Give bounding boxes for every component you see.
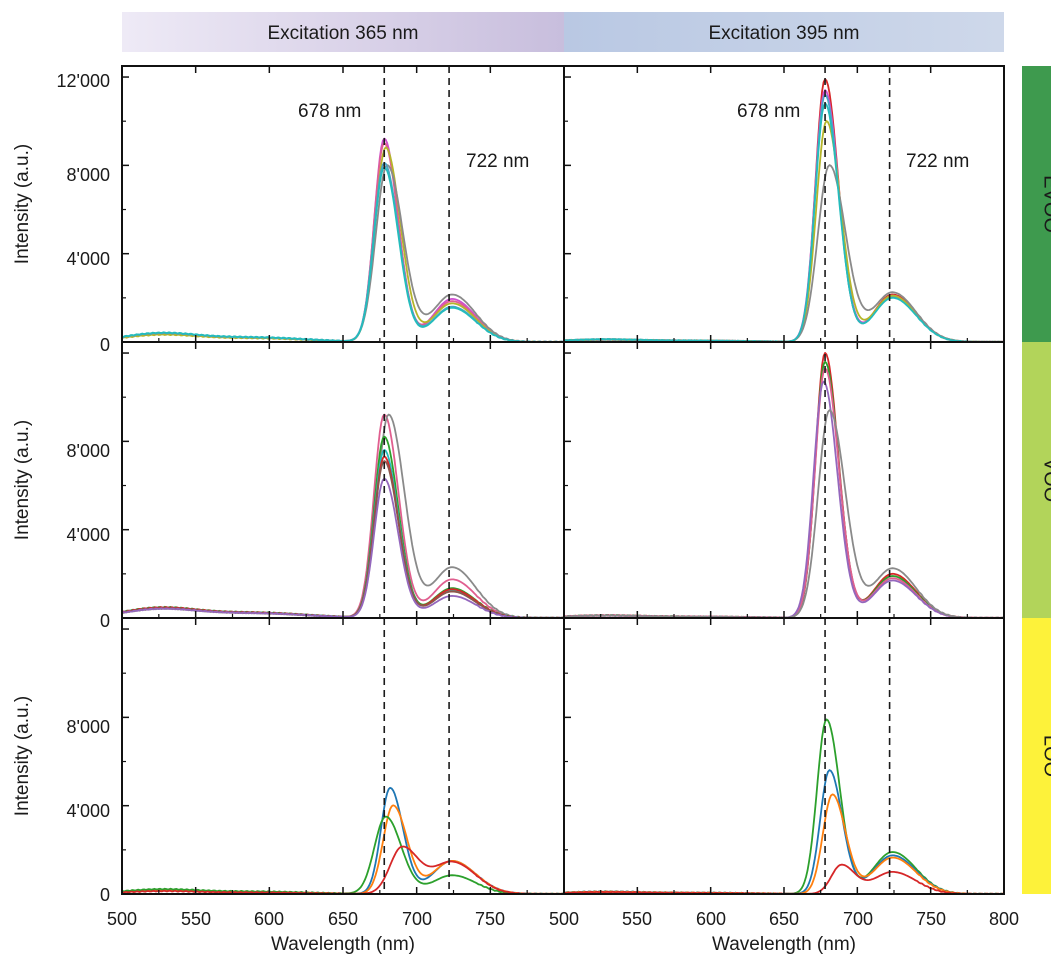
- series-line: [563, 360, 1005, 619]
- x-tick-label: 700: [843, 909, 873, 929]
- series-line: [121, 455, 565, 619]
- y-tick-label: 0: [100, 611, 110, 631]
- x-axis-title-left: Wavelength (nm): [271, 934, 415, 955]
- annotation-722-right: 722 nm: [906, 151, 969, 172]
- row-bar-loo: [1022, 618, 1051, 894]
- series-line: [121, 815, 565, 895]
- x-tick-label: 500: [107, 909, 137, 929]
- series-line: [121, 460, 565, 619]
- column-header-left: Excitation 365 nm: [267, 23, 418, 44]
- y-axis-titles: Intensity (a.u.) Intensity (a.u.) Intens…: [12, 144, 33, 816]
- x-tick-label: 600: [696, 909, 726, 929]
- panel-frame: [563, 341, 1005, 619]
- y-axis-title-row1: Intensity (a.u.): [12, 144, 33, 264]
- series-line: [563, 93, 1004, 343]
- series-line: [121, 845, 565, 895]
- series-line: [563, 89, 1004, 343]
- x-tick-label: 600: [254, 909, 284, 929]
- x-tick-label: 500: [549, 909, 579, 929]
- y-tick-label: 4'000: [67, 249, 110, 269]
- panel-frame: [121, 341, 565, 619]
- y-axis-title-row3: Intensity (a.u.): [12, 696, 33, 816]
- x-tick-label: 750: [916, 909, 946, 929]
- series-line: [563, 769, 1005, 895]
- x-tick-label: 750: [475, 909, 505, 929]
- row-labels: EVOO VOO LOO: [1022, 66, 1051, 894]
- series-line: [563, 164, 1005, 343]
- column-headers: Excitation 365 nm Excitation 395 nm: [122, 12, 1004, 52]
- series-line: [121, 449, 565, 619]
- series-line: [121, 164, 565, 343]
- series-line: [121, 435, 565, 619]
- row-label-voo: VOO: [1040, 458, 1051, 502]
- series-line: [121, 146, 564, 343]
- series-line: [121, 142, 564, 343]
- y-tick-label: 8'000: [67, 441, 110, 461]
- series-line: [121, 413, 565, 619]
- y-tick-label: 8'000: [67, 717, 110, 737]
- x-axis-title-right: Wavelength (nm): [712, 934, 856, 955]
- series-line: [121, 477, 565, 619]
- series-line: [563, 102, 1005, 343]
- annotation-722-left: 722 nm: [466, 151, 529, 172]
- row-label-evoo: EVOO: [1040, 175, 1051, 233]
- x-tick-label: 650: [328, 909, 358, 929]
- y-tick-label: 4'000: [67, 801, 110, 821]
- series-line: [563, 409, 1005, 619]
- panel-frame: [121, 617, 565, 895]
- y-tick-label: 0: [100, 885, 110, 905]
- x-tick-label: 800: [989, 909, 1019, 929]
- panel-frame: [563, 617, 1005, 895]
- plot-panels: [121, 65, 1005, 895]
- series-line: [563, 793, 1005, 895]
- column-header-right: Excitation 395 nm: [708, 23, 859, 44]
- series-line: [121, 804, 565, 895]
- y-axis-title-row2: Intensity (a.u.): [12, 420, 33, 540]
- row-bar-voo: [1022, 342, 1051, 618]
- series-line: [563, 718, 1004, 895]
- y-tick-label: 12'000: [57, 71, 111, 91]
- series-line: [121, 166, 564, 343]
- x-tick-label: 550: [181, 909, 211, 929]
- series-line: [121, 413, 565, 619]
- x-tick-label: 650: [769, 909, 799, 929]
- series-line: [563, 367, 1004, 619]
- column-header-right-band: [564, 12, 1004, 52]
- peak-annotations: 678 nm 722 nm 678 nm 722 nm: [298, 101, 969, 172]
- row-bar-evoo: [1022, 66, 1051, 342]
- x-tick-labels: 500 550 600 650 700 750 500 550 600 650 …: [107, 909, 1019, 929]
- series-line: [121, 786, 565, 895]
- row-label-loo: LOO: [1040, 735, 1051, 777]
- y-tick-labels: 12'000 8'000 4'000 0 8'000 4'000 0 8'000…: [57, 71, 111, 905]
- annotation-678-right: 678 nm: [737, 101, 800, 122]
- column-header-left-band: [122, 12, 564, 52]
- series-line: [563, 380, 1005, 619]
- y-tick-label: 8'000: [67, 165, 110, 185]
- annotation-678-left: 678 nm: [298, 101, 361, 122]
- series-line: [564, 352, 1005, 619]
- y-tick-label: 4'000: [67, 525, 110, 545]
- x-tick-label: 550: [622, 909, 652, 929]
- x-tick-label: 700: [402, 909, 432, 929]
- y-tick-label: 0: [100, 335, 110, 355]
- x-axis-titles: Wavelength (nm) Wavelength (nm): [271, 934, 856, 955]
- series-line: [121, 162, 565, 343]
